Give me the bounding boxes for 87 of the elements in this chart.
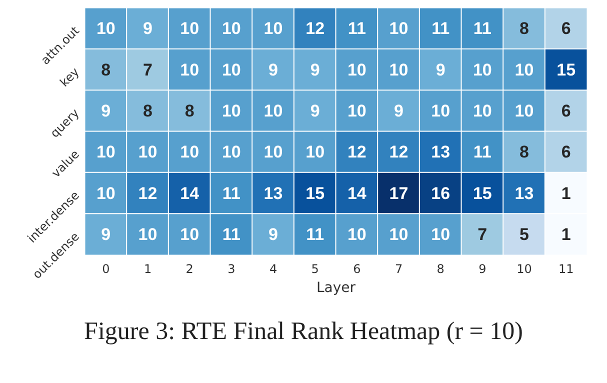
data-label: 10 (306, 142, 325, 162)
data-label: 10 (222, 142, 241, 162)
data-label: 10 (96, 142, 116, 162)
data-label: 14 (347, 184, 367, 203)
data-label: 10 (347, 101, 366, 120)
data-label: 9 (101, 224, 111, 244)
data-label: 11 (473, 142, 492, 162)
y-tick-label: key (57, 64, 82, 90)
data-label: 8 (101, 60, 111, 80)
data-label: 6 (561, 142, 571, 162)
data-label: 10 (180, 142, 200, 162)
data-label: 5 (520, 224, 529, 244)
data-label: 9 (310, 101, 320, 120)
data-label: 9 (268, 60, 278, 80)
x-tick-label: 11 (558, 262, 574, 276)
data-label: 8 (143, 101, 152, 120)
data-label: 12 (389, 142, 408, 162)
x-tick-label: 2 (186, 262, 194, 276)
data-label: 13 (431, 142, 450, 162)
data-label: 8 (520, 19, 529, 38)
data-label: 11 (306, 224, 324, 244)
data-label: 12 (138, 184, 158, 203)
data-label: 10 (472, 60, 492, 80)
caption: Figure 3: RTE Final Rank Heatmap (r = 10) (83, 318, 524, 346)
data-label: 10 (514, 60, 534, 80)
data-label: 9 (394, 101, 404, 120)
x-tick-label: 5 (311, 262, 319, 276)
data-label: 10 (264, 101, 283, 120)
data-label: 11 (222, 224, 240, 244)
data-label: 12 (306, 19, 325, 38)
data-label: 12 (347, 142, 366, 162)
data-label: 10 (389, 19, 408, 38)
data-label: 10 (264, 19, 283, 38)
data-label: 8 (520, 142, 529, 162)
data-label: 13 (264, 184, 283, 203)
data-label: 7 (478, 224, 488, 244)
x-tick-label: 3 (228, 262, 236, 276)
data-label: 10 (222, 19, 241, 38)
data-label: 17 (389, 184, 408, 203)
data-label: 7 (143, 60, 152, 80)
data-label: 11 (432, 19, 450, 38)
data-label: 10 (389, 224, 408, 244)
data-label: 14 (180, 184, 200, 203)
data-label: 9 (436, 60, 446, 80)
data-label: 9 (310, 60, 320, 80)
data-label: 10 (264, 142, 283, 162)
data-label: 11 (222, 184, 240, 203)
data-label: 10 (222, 60, 241, 80)
data-label: 10 (514, 101, 534, 120)
x-tick-label: 6 (353, 262, 361, 276)
data-label: 9 (101, 101, 111, 120)
data-label: 8 (184, 101, 194, 120)
data-label: 1 (561, 184, 571, 203)
x-tick-label: 7 (394, 262, 403, 276)
data-label: 11 (348, 19, 366, 38)
x-tick-label: 10 (516, 262, 532, 276)
x-axis-title: Layer (316, 280, 356, 296)
data-label: 10 (431, 101, 450, 120)
data-label: 15 (556, 60, 576, 80)
data-label: 16 (431, 184, 450, 203)
data-label: 10 (180, 19, 200, 38)
x-tick-label: 1 (144, 262, 152, 276)
data-label: 10 (222, 101, 241, 120)
data-label: 10 (347, 224, 366, 244)
data-label: 10 (347, 60, 366, 80)
data-label: 9 (268, 224, 278, 244)
data-label: 10 (96, 184, 116, 203)
x-tick-label: 8 (436, 262, 444, 276)
data-label: 10 (431, 224, 450, 244)
data-label: 10 (180, 60, 200, 80)
data-label: 15 (306, 184, 325, 203)
data-label: 10 (96, 19, 116, 38)
x-tick-label: 0 (102, 262, 110, 276)
data-label: 1 (561, 224, 571, 244)
data-label: 10 (472, 101, 492, 120)
x-tick-label: 9 (478, 262, 486, 276)
data-label: 6 (561, 19, 571, 38)
data-label: 15 (472, 184, 492, 203)
data-label: 10 (138, 142, 158, 162)
data-label: 9 (143, 19, 152, 38)
x-tick-label: 4 (269, 262, 278, 276)
data-label: 6 (561, 101, 571, 120)
data-label: 10 (138, 224, 158, 244)
data-label: 10 (180, 224, 200, 244)
data-label: 10 (389, 60, 408, 80)
data-label: 13 (514, 184, 534, 203)
data-label: 11 (473, 19, 492, 38)
